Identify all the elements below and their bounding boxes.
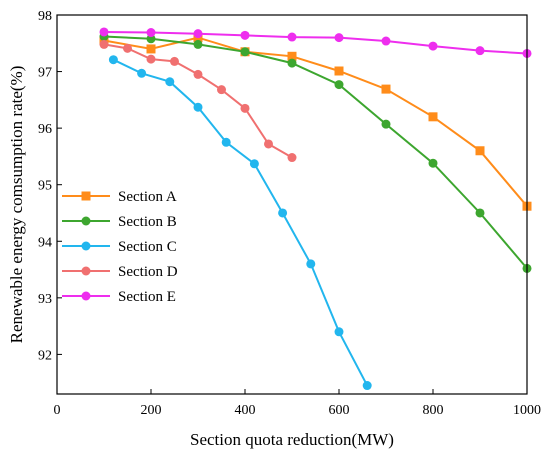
- x-tick-label: 400: [235, 403, 256, 418]
- series-line: [103, 36, 528, 207]
- data-point: [249, 159, 259, 169]
- legend-label: Section C: [118, 239, 177, 255]
- x-tick-label: 0: [54, 403, 61, 418]
- legend-marker: [81, 191, 91, 201]
- data-point: [428, 41, 438, 51]
- data-point: [146, 54, 156, 64]
- legend-item: Section A: [62, 189, 177, 205]
- data-point: [287, 58, 297, 68]
- plot-frame: [56, 14, 528, 395]
- data-point: [278, 208, 288, 218]
- data-point: [240, 30, 250, 40]
- series-b: [99, 31, 532, 273]
- x-axis-title: Section quota reduction(MW): [190, 430, 394, 449]
- series-e: [99, 27, 532, 58]
- data-point: [137, 68, 147, 78]
- legend-marker: [81, 241, 91, 251]
- y-tick-label: 92: [38, 348, 52, 363]
- data-point: [193, 69, 203, 79]
- data-point: [475, 208, 485, 218]
- data-point: [193, 102, 203, 112]
- legend-item: Section B: [62, 214, 177, 230]
- data-point: [165, 77, 175, 87]
- data-point: [287, 153, 297, 163]
- legend-item: Section D: [62, 264, 178, 280]
- data-point: [146, 44, 156, 54]
- data-point: [240, 47, 250, 57]
- legend-marker: [81, 291, 91, 301]
- data-point: [381, 36, 391, 46]
- data-point: [146, 28, 156, 38]
- data-point: [240, 103, 250, 113]
- data-point: [108, 55, 118, 65]
- legend-label: Section A: [118, 189, 177, 205]
- series-line: [103, 31, 528, 55]
- series-d: [99, 39, 297, 163]
- data-point: [334, 33, 344, 43]
- x-tick-label: 200: [141, 403, 162, 418]
- legend-marker: [81, 216, 91, 226]
- data-point: [428, 112, 438, 122]
- data-point: [221, 137, 231, 147]
- data-point: [287, 32, 297, 42]
- data-point: [475, 46, 485, 56]
- data-point: [170, 56, 179, 66]
- y-tick-label: 93: [38, 292, 52, 307]
- legend-item: Section E: [62, 289, 176, 305]
- y-tick-label: 96: [38, 122, 52, 137]
- data-point: [264, 139, 273, 149]
- data-point: [193, 39, 203, 49]
- data-point: [146, 34, 156, 44]
- data-point: [306, 259, 316, 269]
- data-point: [334, 80, 344, 90]
- legend-marker: [81, 266, 91, 276]
- y-axis-title: Renewable energy comsumption rate(%): [7, 66, 26, 344]
- legend-label: Section B: [118, 214, 177, 230]
- x-tick-label: 800: [423, 403, 444, 418]
- data-point: [362, 381, 372, 391]
- series-line: [103, 35, 528, 270]
- y-tick-label: 97: [38, 66, 52, 81]
- series-c: [108, 55, 372, 391]
- data-point: [475, 146, 485, 156]
- legend-label: Section D: [118, 264, 178, 280]
- data-point: [217, 85, 226, 95]
- data-point: [193, 29, 203, 39]
- data-point: [428, 158, 438, 168]
- y-tick-label: 94: [38, 235, 52, 250]
- legend-label: Section E: [118, 289, 176, 305]
- y-tick-label: 95: [38, 179, 52, 194]
- x-tick-label: 600: [329, 403, 350, 418]
- data-point: [381, 119, 391, 129]
- data-point: [334, 66, 344, 76]
- data-point: [381, 84, 391, 94]
- legend-item: Section C: [62, 239, 177, 255]
- series-line: [103, 43, 293, 159]
- data-point: [334, 327, 344, 337]
- data-point: [123, 43, 132, 53]
- x-tick-label: 1000: [513, 403, 541, 418]
- y-tick-label: 98: [38, 9, 52, 24]
- data-point: [287, 51, 297, 61]
- series-line: [112, 58, 369, 386]
- data-point: [99, 39, 109, 49]
- data-point: [99, 27, 109, 37]
